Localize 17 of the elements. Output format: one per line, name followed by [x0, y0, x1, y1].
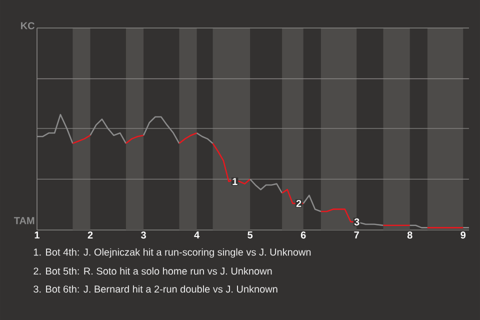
text: 3. Bot 6th: J. Bernard hit a 2-run double vs J. Unknown [34, 285, 278, 293]
x-tick-label: 5 [248, 232, 253, 238]
text: KC [21, 22, 35, 30]
text: 2. Bot 5th: R. Soto hit a solo home run vs J. Unknown [34, 267, 272, 275]
x-tick-label: 3 [140, 232, 146, 239]
x-tick-label: 2 [88, 232, 93, 239]
annotation: 3 [354, 218, 360, 226]
text: TAM [14, 217, 34, 224]
x-tick-label: 8 [407, 232, 412, 239]
x-tick-label: 9 [460, 232, 466, 239]
text: 1. Bot 4th: J. Olejniczak hit a run-scoring single vs J. Unknown [34, 248, 311, 258]
annotation: 2 [296, 200, 302, 207]
x-tick-label: 7 [354, 232, 359, 238]
x-tick-label: 1 [34, 232, 40, 238]
x-tick-label: 6 [300, 232, 306, 239]
x-tick-label: 4 [194, 232, 200, 238]
annotation: 1 [232, 178, 238, 185]
